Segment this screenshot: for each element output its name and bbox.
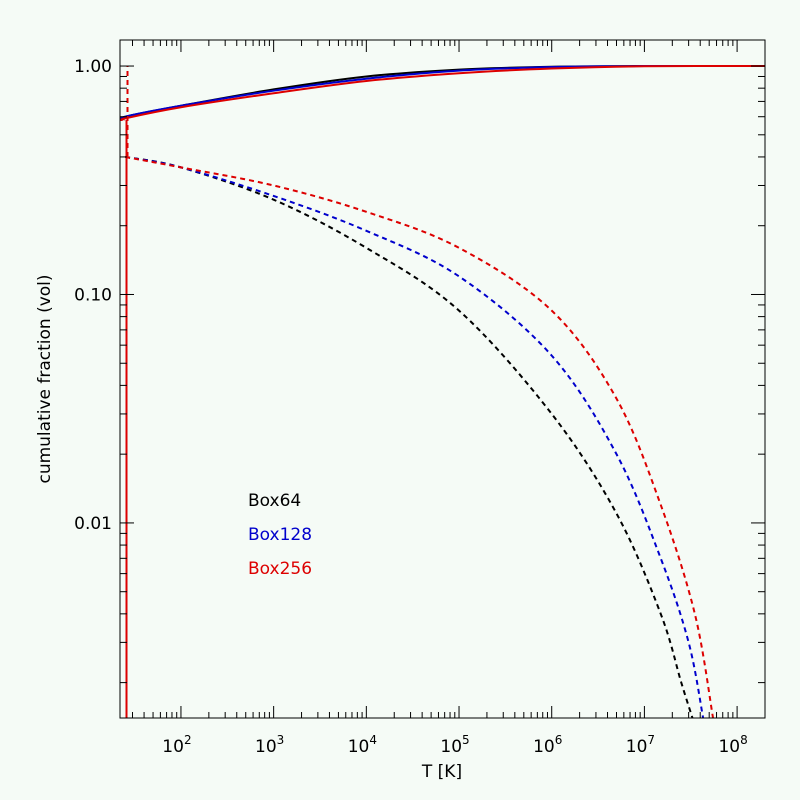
y-tick-label: 1.00 [74, 57, 112, 77]
y-tick-label: 0.10 [74, 285, 112, 305]
series-box256-dashed-line [124, 155, 715, 718]
labels-layer: 102 103 104 105 106 107 108 1.00 0.10 0.01 [74, 57, 748, 757]
x-tick-label: 108 [718, 733, 747, 757]
x-tick-label: 103 [255, 733, 284, 757]
series-box64-dashed-line [124, 155, 694, 718]
x-tick-label: 104 [348, 733, 377, 757]
ticks-layer [120, 40, 766, 718]
legend: Box64 Box128 Box256 [248, 491, 312, 579]
plot-frame [119, 39, 766, 719]
series-layer [120, 64, 765, 718]
legend-entry-box128: Box128 [248, 525, 312, 545]
x-axis-label: T [K] [421, 762, 462, 782]
x-tick-label: 105 [440, 733, 469, 757]
y-axis-label: cumulative fraction (vol) [35, 274, 55, 483]
legend-entry-box64: Box64 [248, 491, 301, 511]
x-tick-label: 107 [626, 733, 655, 757]
x-tick-label: 106 [533, 733, 562, 757]
legend-entry-box256: Box256 [248, 559, 312, 579]
series-box128-dashed-line [124, 155, 705, 718]
series-box256-solid-line [120, 64, 765, 122]
y-tick-label: 0.01 [74, 514, 112, 534]
x-tick-label: 102 [162, 733, 191, 757]
